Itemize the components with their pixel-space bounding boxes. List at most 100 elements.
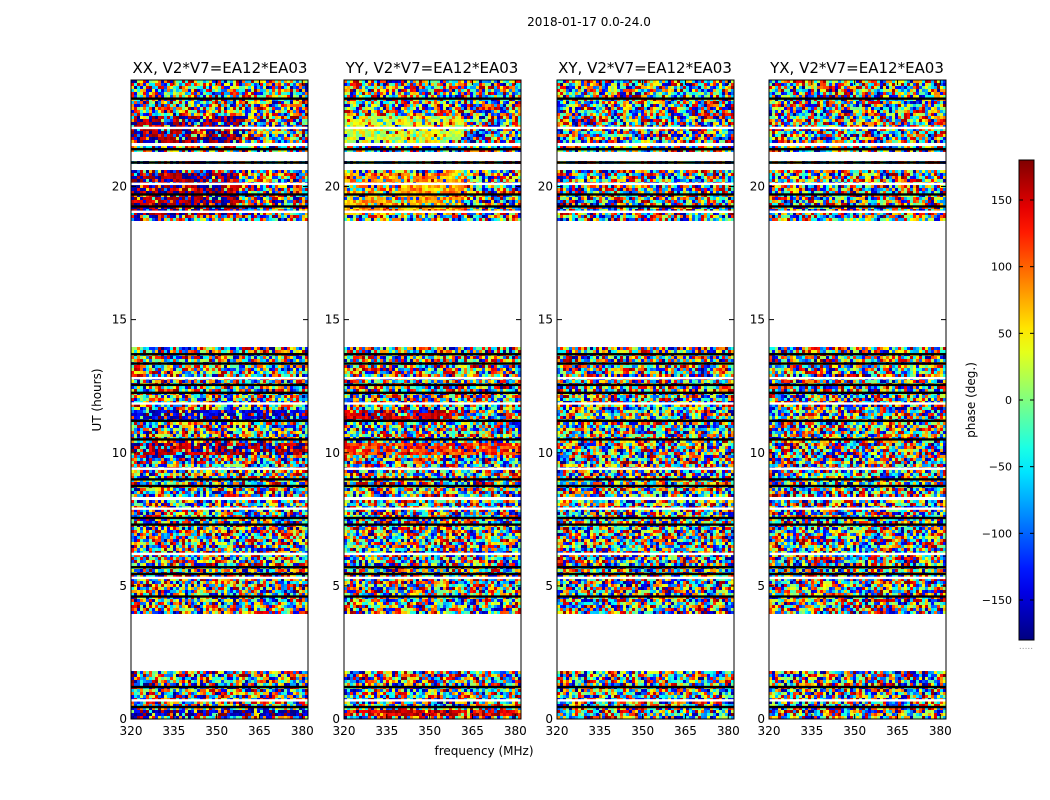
flagged-row (769, 523, 946, 526)
x-tick-label: 380 (291, 724, 314, 738)
flagged-row (131, 205, 308, 208)
flagged-row (344, 402, 521, 405)
colorbar-tick-label: −50 (989, 461, 1012, 474)
flagged-row (557, 516, 734, 520)
flagged-row (557, 353, 734, 356)
flagged-row (344, 148, 521, 151)
flagged-row (557, 205, 734, 208)
y-tick-label: 15 (325, 313, 340, 327)
flagged-row (131, 507, 308, 510)
flagged-row (131, 402, 308, 405)
flagged-row (344, 478, 521, 481)
flagged-row (769, 402, 946, 405)
flagged-row (769, 595, 946, 598)
x-tick-label: 365 (674, 724, 697, 738)
axes-frame (130, 79, 309, 720)
flagged-row (344, 362, 521, 365)
flagged-row (344, 353, 521, 356)
flagged-row (131, 391, 308, 395)
x-tick-label: 365 (248, 724, 271, 738)
y-tick-label: 15 (112, 313, 127, 327)
flagged-row (131, 353, 308, 356)
flagged-row (557, 182, 734, 186)
flagged-row (557, 523, 734, 526)
flagged-row (557, 566, 734, 569)
flagged-row (769, 484, 946, 488)
panel-yx: YX, V2*V7=EA12*EA03 320 335 350 365 380 0 5 10 1… (750, 59, 952, 738)
flagged-row (557, 507, 734, 510)
y-tick-label: 0 (545, 712, 553, 726)
flagged-row (344, 595, 521, 598)
flagged-row (131, 566, 308, 569)
colorbar-tick-label: −100 (982, 527, 1012, 540)
flagged-row (557, 705, 734, 709)
panel-title: XX, V2*V7=EA12*EA03 (133, 59, 308, 77)
colorbar-tick-label: 50 (998, 327, 1012, 340)
flagged-row (769, 572, 946, 576)
y-tick-label: 0 (332, 712, 340, 726)
flagged-row (344, 182, 521, 186)
flagged-row (557, 391, 734, 395)
flagged-row (769, 97, 946, 100)
flagged-row (769, 182, 946, 186)
flagged-row (344, 97, 521, 100)
flagged-row (769, 419, 946, 422)
figure-title: 2018-01-17 0.0-24.0 (527, 15, 651, 29)
flagged-row (131, 377, 308, 380)
colorbar-footnote: ..... (1019, 642, 1033, 652)
flagged-row (557, 699, 734, 702)
flagged-row (557, 193, 734, 196)
flagged-row (131, 685, 308, 689)
flagged-row (131, 97, 308, 100)
flagged-row (344, 391, 521, 395)
flagged-row (131, 552, 308, 556)
y-tick-label: 20 (538, 180, 553, 194)
colorbar-label: phase (deg.) (964, 362, 978, 438)
flagged-row (344, 699, 521, 702)
panel-yy: YY, V2*V7=EA12*EA03 320 335 350 365 380 0 5 10 1… (325, 59, 527, 738)
x-tick-label: 350 (418, 724, 441, 738)
flagged-row (769, 377, 946, 380)
flagged-row (344, 552, 521, 556)
x-tick-label: 320 (546, 724, 569, 738)
flagged-row (131, 705, 308, 709)
phase-heatmap (344, 80, 521, 719)
y-tick-label: 10 (538, 446, 553, 460)
y-tick-label: 20 (112, 180, 127, 194)
flagged-row (344, 438, 521, 441)
y-tick-label: 10 (750, 446, 765, 460)
flagged-row (131, 126, 308, 130)
flagged-row (769, 391, 946, 395)
colorbar-tick-label: −150 (982, 594, 1012, 607)
flagged-row (557, 484, 734, 488)
x-tick-label: 380 (929, 724, 952, 738)
flagged-row (344, 685, 521, 689)
flagged-row (131, 161, 308, 164)
colorbar-tick-label: 100 (991, 261, 1012, 274)
flagged-row (769, 685, 946, 689)
flagged-row (131, 362, 308, 365)
flagged-row (769, 552, 946, 556)
phase-heatmap (769, 80, 946, 719)
flagged-row (131, 193, 308, 196)
flagged-row (769, 705, 946, 709)
flagged-row (769, 161, 946, 164)
flagged-row (131, 210, 308, 213)
flagged-row (344, 205, 521, 208)
axes-frame (343, 79, 522, 720)
flagged-row (769, 566, 946, 569)
flagged-row (769, 576, 946, 580)
panel-xx: XX, V2*V7=EA12*EA03 320 335 350 365 380 0 5 10 1… (112, 59, 314, 738)
x-tick-label: 335 (588, 724, 611, 738)
flagged-row (131, 383, 308, 387)
y-tick-label: 10 (325, 446, 340, 460)
x-tick-label: 365 (886, 724, 909, 738)
flagged-row (344, 566, 521, 569)
x-tick-label: 380 (717, 724, 740, 738)
flagged-row (344, 507, 521, 510)
flagged-row (131, 478, 308, 481)
flagged-row (344, 705, 521, 709)
flagged-row (131, 182, 308, 186)
flagged-row (131, 148, 308, 151)
flagged-row (557, 572, 734, 576)
